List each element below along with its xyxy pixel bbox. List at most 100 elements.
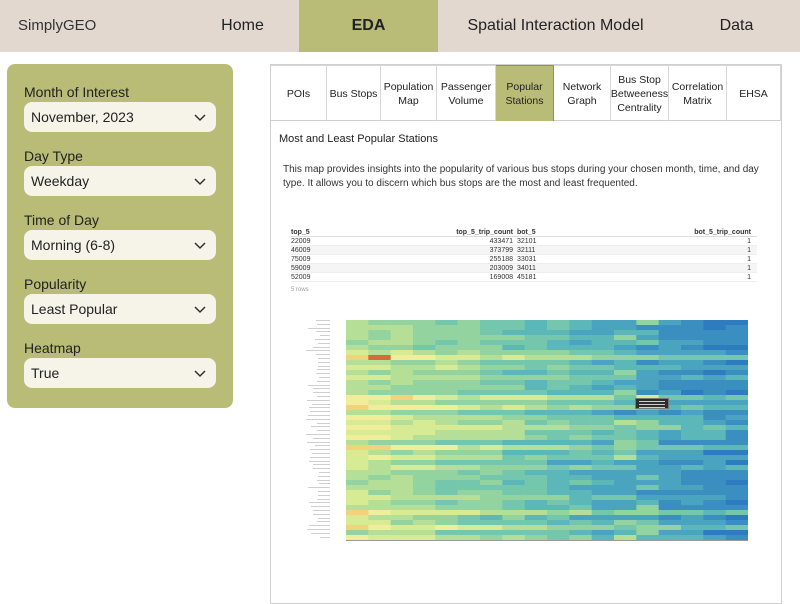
nav-eda[interactable]: EDA bbox=[299, 0, 438, 52]
heatmap-cell bbox=[569, 400, 592, 406]
heatmap-cell bbox=[480, 495, 503, 501]
heatmap-cell bbox=[502, 420, 525, 426]
heatmap-cell bbox=[614, 445, 637, 451]
heatmap-cell bbox=[547, 525, 570, 531]
heatmap-cell bbox=[614, 470, 637, 476]
heatmap-cell bbox=[591, 495, 615, 501]
heatmap-cell bbox=[703, 350, 726, 356]
heatmap-cell bbox=[435, 455, 458, 461]
tab-passenger-volume[interactable]: Passenger Volume bbox=[437, 65, 496, 121]
heatmap-cell bbox=[346, 380, 369, 386]
heatmap-cell bbox=[636, 335, 659, 341]
heatmap-cell bbox=[390, 525, 414, 531]
heatmap-grid[interactable] bbox=[346, 320, 748, 540]
heatmap-cell bbox=[368, 390, 391, 396]
heatmap-cell bbox=[480, 500, 503, 506]
month-select[interactable]: November, 2023 bbox=[24, 102, 216, 132]
tab-population-map[interactable]: Population Map bbox=[381, 65, 437, 121]
heatmap-cell bbox=[502, 485, 525, 491]
heatmap-y-tick bbox=[315, 445, 330, 447]
heatmap-select[interactable]: True bbox=[24, 358, 216, 388]
tab-correlation-matrix[interactable]: Correlation Matrix bbox=[669, 65, 727, 121]
heatmap-cell bbox=[658, 385, 682, 391]
heatmap-cell bbox=[547, 345, 570, 351]
heatmap-cell bbox=[703, 340, 726, 346]
heatmap-cell bbox=[681, 335, 704, 341]
time-of-day-select[interactable]: Morning (6-8) bbox=[24, 230, 216, 260]
tab-ehsa[interactable]: EHSA bbox=[727, 65, 781, 121]
heatmap-cell bbox=[569, 370, 592, 376]
heatmap-cell bbox=[614, 375, 637, 381]
section-description: This map provides insights into the popu… bbox=[283, 164, 759, 189]
heatmap-cell bbox=[502, 340, 525, 346]
heatmap-cell bbox=[390, 430, 414, 436]
heatmap-figure[interactable] bbox=[300, 318, 760, 552]
heatmap-cell bbox=[681, 410, 704, 416]
heatmap-cell bbox=[368, 500, 391, 506]
heatmap-cell bbox=[480, 340, 503, 346]
heatmap-cell bbox=[547, 375, 570, 381]
heatmap-cell bbox=[703, 460, 726, 466]
cell: 255188 bbox=[489, 256, 513, 263]
heatmap-cell bbox=[591, 350, 615, 356]
heatmap-cell bbox=[368, 520, 391, 526]
tab-pois[interactable]: POIs bbox=[271, 65, 327, 121]
heatmap-cell bbox=[636, 365, 659, 371]
heatmap-cell bbox=[435, 325, 458, 331]
heatmap-cell bbox=[681, 325, 704, 331]
tab-bus-stop-betweeness-centrality[interactable]: Bus Stop Betweeness Centrality bbox=[611, 65, 669, 121]
table-row: 75009 255188 33031 1 bbox=[291, 255, 757, 264]
heatmap-cell bbox=[703, 430, 726, 436]
heatmap-cell bbox=[524, 370, 548, 376]
heatmap-cell bbox=[614, 430, 637, 436]
top-navbar: SimplyGEO Home EDA Spatial Interaction M… bbox=[0, 0, 800, 52]
heatmap-cell bbox=[502, 510, 525, 516]
heatmap-cell bbox=[681, 320, 704, 326]
popularity-select[interactable]: Least Popular bbox=[24, 294, 216, 324]
heatmap-cell bbox=[435, 335, 458, 341]
heatmap-cell bbox=[390, 480, 414, 486]
heatmap-cell bbox=[614, 395, 637, 401]
heatmap-cell bbox=[703, 500, 726, 506]
popularity-select-value: Least Popular bbox=[31, 301, 118, 317]
heatmap-cell bbox=[480, 445, 503, 451]
heatmap-cell bbox=[346, 325, 369, 331]
heatmap-cell bbox=[658, 520, 682, 526]
heatmap-cell bbox=[524, 390, 548, 396]
heatmap-cell bbox=[681, 505, 704, 511]
nav-data[interactable]: Data bbox=[719, 17, 754, 34]
heatmap-cell bbox=[413, 360, 436, 366]
heatmap-y-tick bbox=[315, 339, 330, 340]
heatmap-cell bbox=[346, 320, 369, 326]
heatmap-cell bbox=[636, 390, 659, 396]
tab-bus-stops[interactable]: Bus Stops bbox=[327, 65, 381, 121]
heatmap-cell bbox=[346, 495, 369, 501]
heatmap-cell bbox=[524, 405, 548, 411]
day-type-select[interactable]: Weekday bbox=[24, 166, 216, 196]
heatmap-cell bbox=[591, 320, 615, 326]
tab-network-graph[interactable]: Network Graph bbox=[554, 65, 611, 121]
heatmap-cell bbox=[547, 505, 570, 511]
heatmap-cell bbox=[524, 330, 548, 336]
chevron-down-icon bbox=[194, 306, 206, 314]
nav-home[interactable]: Home bbox=[221, 17, 264, 34]
heatmap-cell bbox=[681, 350, 704, 356]
heatmap-cell bbox=[658, 375, 682, 381]
nav-spatial-interaction-model[interactable]: Spatial Interaction Model bbox=[467, 17, 644, 34]
tab-popular-stations[interactable]: Popular Stations bbox=[496, 65, 554, 121]
heatmap-cell bbox=[346, 365, 369, 371]
heatmap-cell bbox=[413, 455, 436, 461]
heatmap-cell bbox=[681, 460, 704, 466]
heatmap-cell bbox=[480, 535, 503, 540]
heatmap-cell bbox=[502, 520, 525, 526]
heatmap-cell bbox=[502, 360, 525, 366]
heatmap-y-tick bbox=[309, 407, 330, 409]
heatmap-cell bbox=[725, 495, 748, 501]
heatmap-cell bbox=[524, 420, 548, 426]
heatmap-cell bbox=[725, 515, 748, 521]
brand-logo[interactable]: SimplyGEO bbox=[18, 17, 97, 34]
heatmap-y-tick bbox=[317, 521, 330, 523]
heatmap-cell bbox=[346, 445, 369, 451]
heatmap-cell bbox=[435, 460, 458, 466]
heatmap-cell bbox=[435, 525, 458, 531]
